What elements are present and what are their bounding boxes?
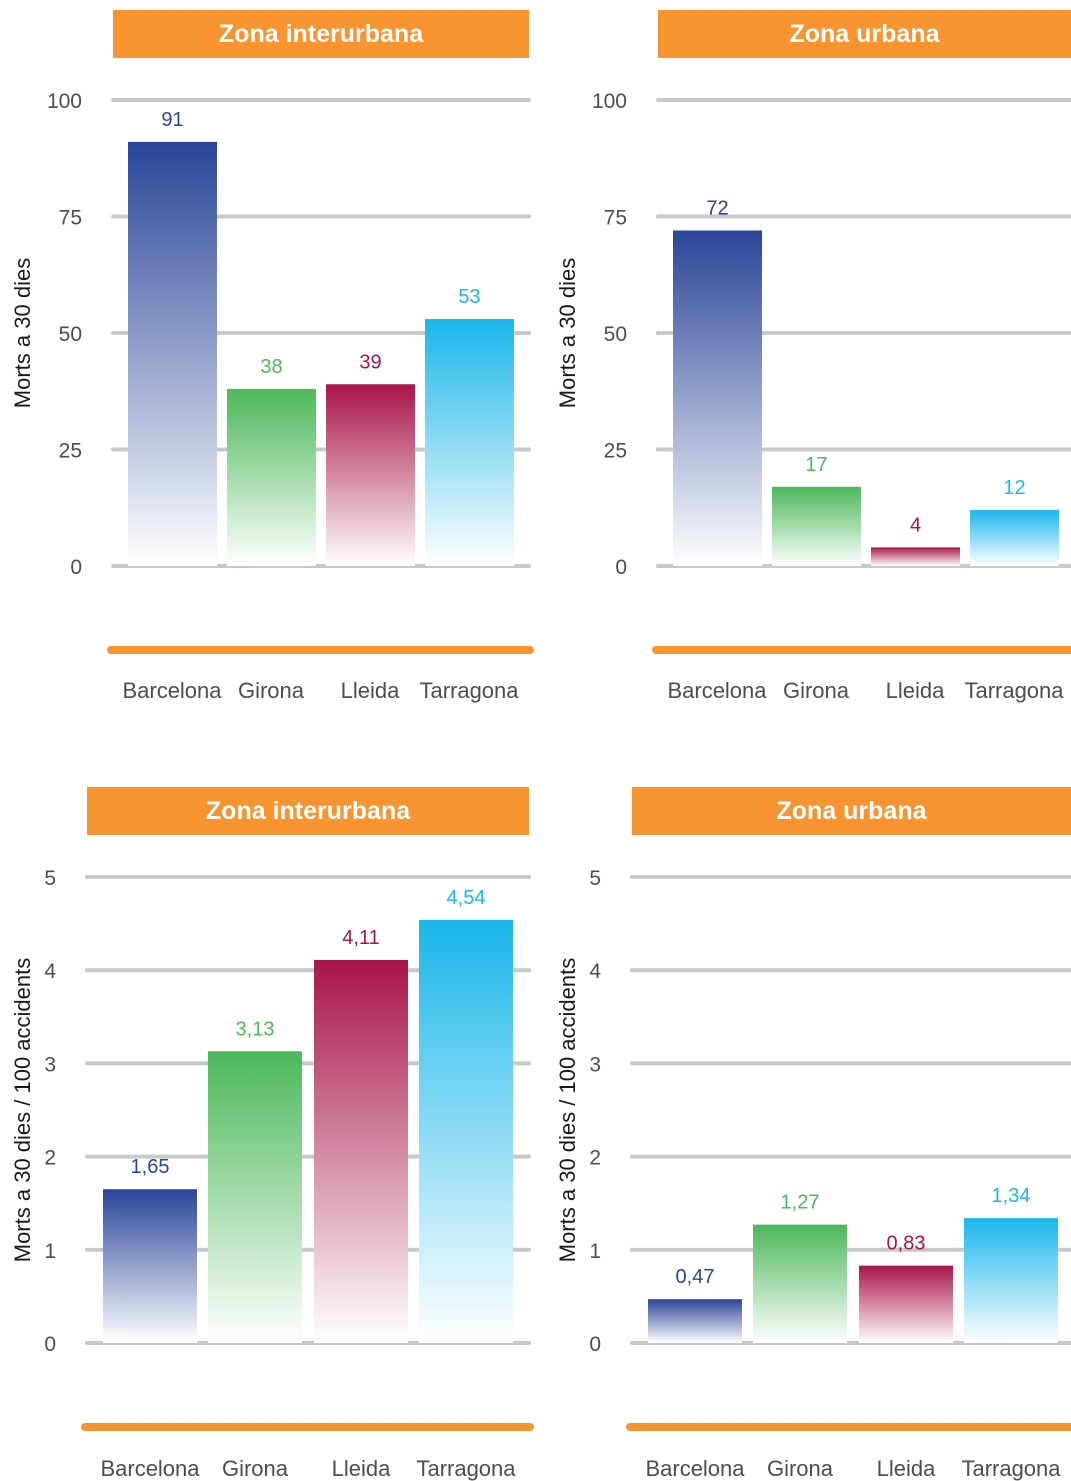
bar-barcelona: [648, 1299, 742, 1343]
bar-value-label: 38: [260, 356, 282, 378]
bar-value-label: 3,13: [236, 1018, 275, 1040]
chart-panel: 0 25 50 75 100 Morts a 30 dies 91 38 39 53 Barcelo…: [10, 90, 534, 703]
bar-lleida: [871, 547, 960, 566]
x-tick-label: Lleida: [886, 678, 945, 703]
bar-girona: [753, 1224, 847, 1343]
bar-value-label: 53: [458, 286, 480, 308]
y-tick-label: 75: [604, 207, 627, 230]
y-axis-title: Morts a 30 dies: [555, 258, 580, 408]
x-tick-label: Girona: [222, 1456, 289, 1481]
y-tick-label: 1: [589, 1240, 601, 1263]
y-tick-label: 5: [44, 867, 56, 890]
bar-value-label: 4: [910, 514, 921, 536]
bar-tarragona: [964, 1218, 1058, 1343]
y-tick-label: 2: [589, 1147, 601, 1170]
bar-value-label: 72: [706, 197, 728, 219]
bar-lleida: [326, 384, 415, 566]
bar-value-label: 4,54: [447, 887, 486, 909]
y-tick-label: 75: [59, 207, 82, 230]
y-tick-label: 5: [589, 867, 601, 890]
y-tick-label: 0: [615, 556, 627, 579]
x-tick-label: Lleida: [877, 1456, 936, 1481]
x-tick-label: Tarragona: [964, 678, 1064, 703]
bar-lleida: [859, 1265, 953, 1343]
y-tick-label: 50: [59, 323, 82, 346]
bar-value-label: 4,11: [342, 927, 379, 949]
y-tick-label: 0: [44, 1333, 56, 1356]
x-tick-label: Girona: [783, 678, 850, 703]
bar-tarragona: [425, 319, 514, 566]
bar-lleida: [314, 959, 408, 1343]
x-tick-label: Barcelona: [100, 1456, 200, 1481]
bar-tarragona: [419, 919, 513, 1343]
bar-value-label: 17: [805, 454, 827, 476]
chart-title: Zona interurbana: [113, 10, 529, 58]
y-tick-label: 0: [70, 556, 82, 579]
bar-barcelona: [673, 230, 762, 567]
y-axis-title: Morts a 30 dies / 100 accidents: [555, 958, 580, 1263]
x-tick-label: Tarragona: [416, 1456, 516, 1481]
y-axis-title: Morts a 30 dies / 100 accidents: [10, 958, 35, 1263]
bar-girona: [227, 388, 316, 566]
chart-panel: 0 25 50 75 100 Morts a 30 dies 72 17 4 12 Barcelon…: [555, 90, 1071, 703]
bar-value-label: 1,65: [131, 1156, 170, 1178]
x-tick-label: Barcelona: [645, 1456, 745, 1481]
y-tick-label: 2: [44, 1147, 56, 1170]
y-tick-label: 1: [44, 1240, 56, 1263]
bar-value-label: 1,34: [992, 1185, 1031, 1207]
y-tick-label: 3: [44, 1053, 56, 1076]
bar-barcelona: [128, 141, 217, 566]
x-tick-label: Tarragona: [419, 678, 519, 703]
x-tick-label: Lleida: [341, 678, 400, 703]
bar-value-label: 1,27: [781, 1192, 820, 1214]
chart-panel: 0 1 2 3 4 5 Morts a 30 dies / 100 accidents 1,6…: [10, 867, 534, 1481]
x-tick-label: Tarragona: [961, 1456, 1061, 1481]
bar-value-label: 0,83: [887, 1233, 926, 1255]
y-tick-label: 50: [604, 323, 627, 346]
bar-tarragona: [970, 510, 1059, 566]
x-tick-label: Lleida: [332, 1456, 391, 1481]
y-tick-label: 25: [59, 440, 82, 463]
chart-title: Zona urbana: [632, 787, 1071, 835]
bar-value-label: 12: [1003, 477, 1025, 499]
x-tick-label: Girona: [238, 678, 305, 703]
bar-girona: [208, 1051, 302, 1343]
y-tick-label: 0: [589, 1333, 601, 1356]
chart-title: Zona interurbana: [87, 787, 529, 835]
y-tick-label: 100: [592, 90, 627, 113]
chart-panel: 0 1 2 3 4 5 Morts a 30 dies / 100 accidents 0,4…: [555, 867, 1071, 1481]
bar-girona: [772, 486, 861, 566]
bar-value-label: 91: [161, 109, 183, 131]
chart-title: Zona urbana: [658, 10, 1071, 58]
y-tick-label: 25: [604, 440, 627, 463]
x-tick-label: Girona: [767, 1456, 834, 1481]
y-tick-label: 4: [44, 960, 56, 983]
y-tick-label: 3: [589, 1053, 601, 1076]
bar-barcelona: [103, 1189, 197, 1343]
bar-value-label: 39: [359, 351, 381, 373]
y-tick-label: 4: [589, 960, 601, 983]
x-tick-label: Barcelona: [122, 678, 222, 703]
y-axis-title: Morts a 30 dies: [10, 258, 35, 408]
x-tick-label: Barcelona: [667, 678, 767, 703]
bar-value-label: 0,47: [676, 1266, 715, 1288]
y-tick-label: 100: [47, 90, 82, 113]
